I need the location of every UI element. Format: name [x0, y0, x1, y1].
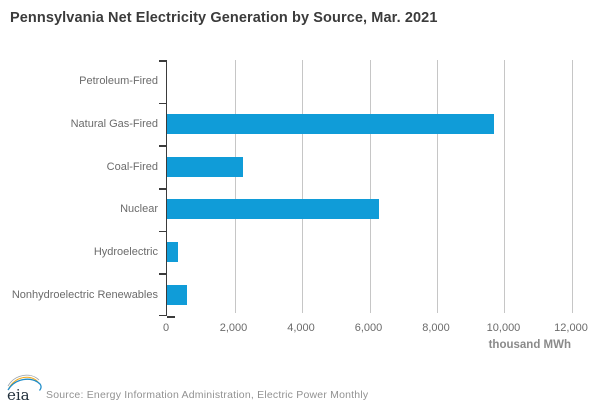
category-label-nuclear: Nuclear — [120, 203, 158, 216]
gridline-2000 — [234, 60, 236, 313]
x-tick-2000: 2,000 — [219, 322, 248, 334]
eia-logo-text: eia — [7, 386, 30, 403]
y-axis-tick — [159, 314, 166, 316]
chart-title: Pennsylvania Net Electricity Generation … — [10, 10, 438, 26]
x-tick-8000: 8,000 — [422, 322, 450, 334]
eia-logo: eia — [5, 371, 43, 404]
gridline-12000 — [572, 60, 573, 313]
gridline-10000 — [504, 60, 506, 313]
x-axis-origin-stub — [167, 316, 175, 318]
bar-hydroelectric — [167, 242, 179, 262]
x-tick-4000: 4,000 — [287, 322, 315, 334]
gridline-8000 — [437, 60, 438, 313]
category-label-hydroelectric: Hydroelectric — [93, 245, 158, 258]
y-axis-tick — [159, 60, 166, 62]
category-axis-labels: Petroleum-Fired Natural Gas-Fired Coal-F… — [0, 60, 158, 316]
bar-natural-gas-fired — [167, 114, 495, 134]
y-axis-tick — [159, 188, 166, 190]
bar-nonhydro-renewables — [167, 284, 187, 305]
x-axis-tick-labels: 0 2,000 4,000 6,000 8,000 10,000 12,000 — [162, 322, 588, 335]
bar-nuclear — [167, 199, 379, 220]
source-attribution: Source: Energy Information Administratio… — [46, 389, 369, 401]
y-axis-tick — [159, 102, 166, 105]
x-tick-0: 0 — [162, 322, 170, 334]
eia-logo-swoosh-blue — [7, 378, 42, 391]
category-label-nonhydro-renewables: Nonhydroelectric Renewables — [11, 288, 158, 301]
plot-area — [159, 60, 573, 318]
category-label-natural-gas: Natural Gas-Fired — [70, 117, 158, 130]
gridline-4000 — [301, 60, 303, 313]
eia-logo-swoosh-gray — [7, 374, 40, 387]
x-tick-6000: 6,000 — [354, 322, 383, 334]
category-label-petroleum: Petroleum-Fired — [79, 75, 158, 88]
gridline-6000 — [369, 60, 371, 313]
category-label-coal: Coal-Fired — [106, 160, 158, 173]
y-axis-tick — [159, 145, 166, 147]
y-axis-tick — [159, 230, 166, 233]
y-axis-tick — [159, 273, 166, 275]
x-axis-unit-label: thousand MWh — [488, 339, 571, 351]
x-tick-12000: 12,000 — [554, 322, 588, 334]
bar-coal-fired — [167, 156, 243, 177]
x-tick-10000: 10,000 — [486, 322, 521, 334]
